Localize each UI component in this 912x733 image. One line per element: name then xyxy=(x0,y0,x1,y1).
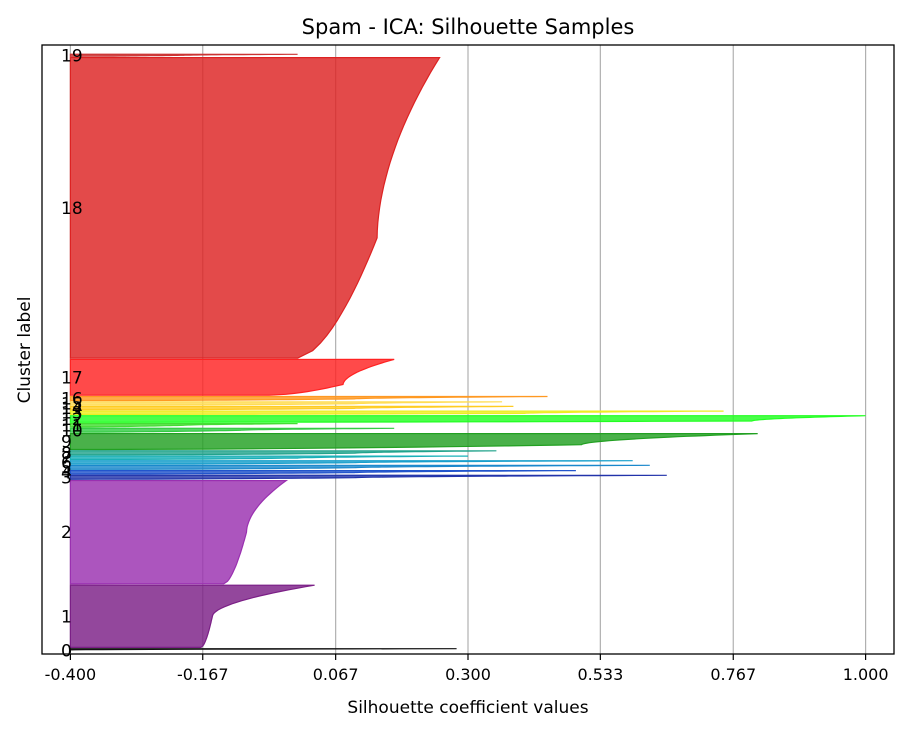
cluster-label-5: 5 xyxy=(61,458,72,478)
cluster-label-11: 11 xyxy=(61,416,83,436)
cluster-label-7: 7 xyxy=(61,449,72,469)
cluster-label-19: 19 xyxy=(61,46,83,66)
cluster-12-silhouette xyxy=(69,415,866,423)
x-tick-label: 0.533 xyxy=(577,665,623,684)
cluster-1-silhouette xyxy=(69,584,315,649)
cluster-label-8: 8 xyxy=(61,444,72,464)
cluster-label-0: 0 xyxy=(61,642,72,662)
cluster-label-9: 9 xyxy=(61,433,72,453)
x-axis-label: Silhouette coefficient values xyxy=(347,698,588,718)
cluster-13-silhouette xyxy=(69,410,724,416)
cluster-8-silhouette xyxy=(69,450,497,456)
cluster-6-silhouette xyxy=(69,460,633,465)
cluster-3-silhouette xyxy=(69,474,667,480)
x-tick-label: 0.300 xyxy=(445,665,491,684)
cluster-label-17: 17 xyxy=(61,368,83,388)
y-axis-label: Cluster label xyxy=(15,297,35,404)
x-tick-label: 0.767 xyxy=(710,665,756,684)
cluster-11-silhouette xyxy=(69,423,298,428)
chart-title: Spam - ICA: Silhouette Samples xyxy=(302,15,635,39)
cluster-label-1: 1 xyxy=(61,607,72,627)
cluster-4-silhouette xyxy=(69,470,576,475)
cluster-label-15: 15 xyxy=(61,394,83,414)
cluster-0-silhouette xyxy=(69,648,457,653)
cluster-10-silhouette xyxy=(69,427,395,433)
cluster-9-silhouette xyxy=(69,432,758,451)
cluster-18-silhouette xyxy=(69,56,441,359)
cluster-label-14: 14 xyxy=(61,399,83,419)
cluster-17-silhouette xyxy=(69,358,395,396)
cluster-15-silhouette xyxy=(69,401,503,406)
cluster-label-18: 18 xyxy=(61,199,83,219)
cluster-label-6: 6 xyxy=(61,453,72,473)
cluster-label-16: 16 xyxy=(61,389,83,409)
cluster-label-13: 13 xyxy=(61,404,83,424)
cluster-2-silhouette xyxy=(69,479,289,585)
cluster-16-silhouette xyxy=(69,395,548,402)
cluster-label-2: 2 xyxy=(61,523,72,543)
cluster-label-10: 10 xyxy=(61,421,83,441)
cluster-7-silhouette xyxy=(69,455,469,461)
x-tick-label: 0.067 xyxy=(313,665,359,684)
cluster-5-silhouette xyxy=(69,464,650,470)
cluster-label-4: 4 xyxy=(61,463,72,483)
x-tick-label: 1.000 xyxy=(843,665,889,684)
cluster-label-12: 12 xyxy=(61,410,83,430)
x-tick-label: -0.167 xyxy=(177,665,229,684)
x-axis-ticks: -0.400 -0.167 0.067 0.300 0.533 0.767 1.000 xyxy=(45,654,889,684)
cluster-label-3: 3 xyxy=(61,468,72,488)
cluster-19-silhouette xyxy=(69,53,298,57)
x-tick-label: -0.400 xyxy=(45,665,97,684)
cluster-14-silhouette xyxy=(69,405,514,411)
cluster-silhouettes xyxy=(69,53,866,653)
